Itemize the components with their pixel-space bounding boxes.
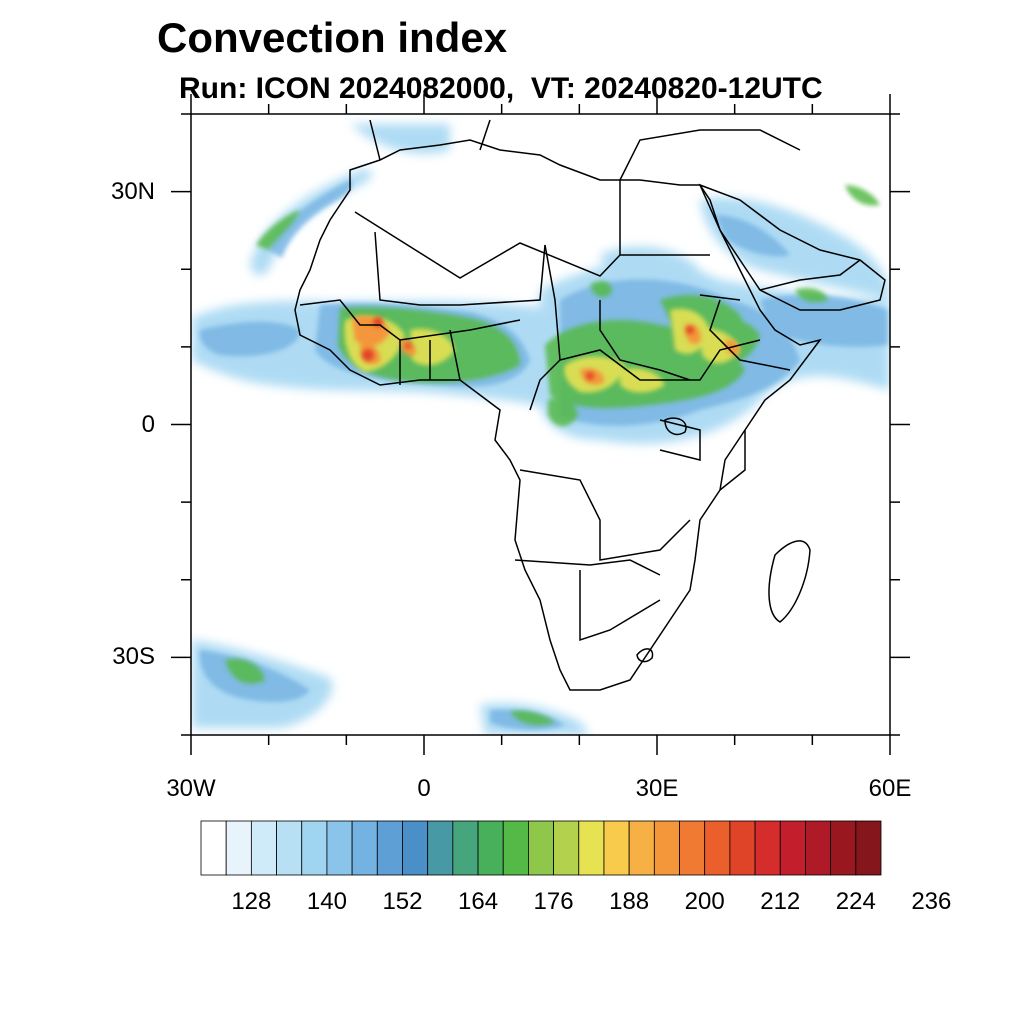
colorbar-box — [200, 820, 227, 876]
colorbar-box — [603, 820, 630, 876]
madagascar — [768, 540, 811, 623]
arabia-border — [759, 259, 861, 291]
colorbar-box — [704, 820, 731, 876]
colorbar-box — [805, 820, 832, 876]
map-title: Convection index — [157, 14, 508, 61]
colorbar-box — [402, 820, 429, 876]
lon-tick-label: 30W — [166, 775, 216, 802]
border-14 — [659, 419, 701, 461]
lon-tick-label: 0 — [417, 775, 431, 802]
colorbar-box — [779, 820, 806, 876]
convection-field — [192, 124, 890, 735]
colorbar-box — [578, 820, 605, 876]
colorbar-box — [679, 820, 706, 876]
colorbar-box — [301, 820, 328, 876]
colorbar-box — [427, 820, 454, 876]
axis-ticks — [171, 94, 910, 755]
colorbar-label: 140 — [306, 888, 347, 915]
colorbar-box — [351, 820, 378, 876]
arabia-coast — [698, 183, 886, 311]
lat-tick-label: 30N — [110, 177, 155, 205]
mediterranean-coast — [369, 119, 801, 181]
colorbar-box — [830, 820, 857, 876]
colorbar-box — [628, 820, 655, 876]
border-2 — [374, 231, 546, 306]
border-8 — [514, 559, 661, 576]
colorbar-box — [452, 820, 479, 876]
colorbar-box — [376, 820, 403, 876]
lesotho — [636, 648, 654, 663]
colorbar-box — [653, 820, 680, 876]
border-6 — [559, 339, 761, 381]
colorbar-label: 176 — [533, 888, 574, 915]
border-12 — [699, 294, 791, 371]
border-10 — [399, 329, 461, 385]
lake-victoria — [664, 417, 687, 436]
border-5 — [599, 300, 691, 381]
colorbar-box — [276, 820, 303, 876]
lat-tick-label: 30S — [112, 643, 155, 671]
colorbar-box — [553, 820, 580, 876]
lon-tick-label: 60E — [868, 775, 912, 802]
border-11 — [299, 299, 521, 341]
colorbar-label: 188 — [609, 888, 650, 915]
colorbar-label: 152 — [382, 888, 423, 915]
colorbar-box — [729, 820, 756, 876]
colorbar-label: 128 — [231, 888, 272, 915]
colorbar-box — [250, 820, 277, 876]
colorbar-box — [225, 820, 252, 876]
colorbar-box — [754, 820, 781, 876]
colorbar-label: 212 — [760, 888, 801, 915]
colorbar-label: 224 — [835, 888, 876, 915]
africa-coastline — [294, 139, 822, 691]
lat-tick-label: 0 — [141, 410, 155, 438]
colorbar-box — [477, 820, 504, 876]
colorbar-label: 164 — [458, 888, 499, 915]
border-9 — [579, 570, 661, 642]
colorbar-box — [326, 820, 353, 876]
colorbar-box — [855, 820, 882, 876]
lon-tick-label: 30E — [635, 775, 679, 802]
border-1 — [354, 211, 710, 279]
atlantic-band-blue — [250, 169, 372, 276]
coastlines — [294, 119, 886, 691]
colorbar — [200, 820, 882, 876]
border-7 — [519, 469, 691, 561]
run-subtitle: Run: ICON 2024082000, VT: 20240820-12UTC — [179, 72, 823, 105]
colorbar-box — [502, 820, 529, 876]
colorbar-label: 236 — [911, 888, 952, 915]
colorbar-label: 200 — [684, 888, 725, 915]
colorbar-box — [528, 820, 554, 876]
border-13 — [719, 430, 746, 491]
